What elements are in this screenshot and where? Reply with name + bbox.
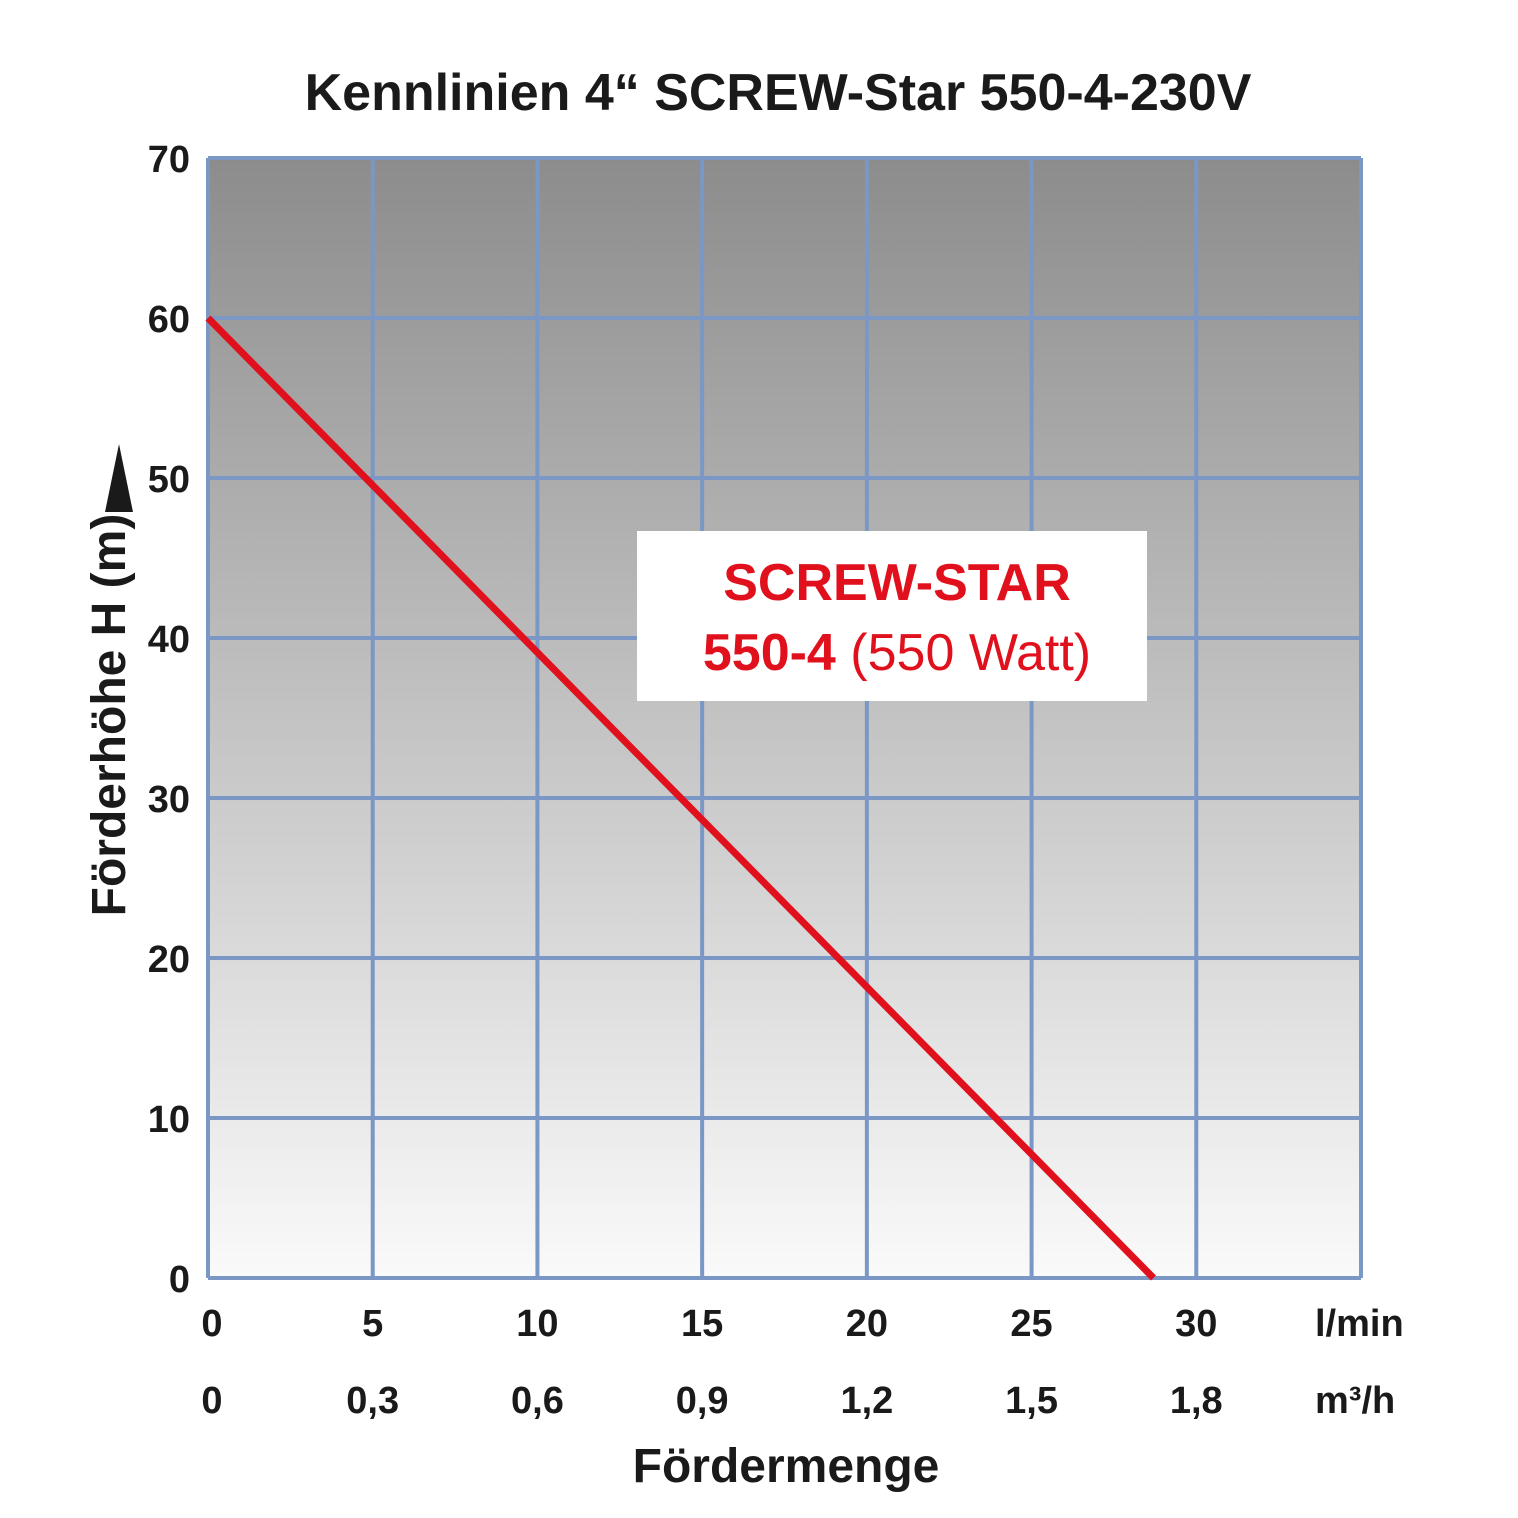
y-tick-label: 20 [148,939,190,981]
annotation-model: 550-4 [703,624,836,682]
x-tick-label-secondary: 1,8 [1170,1380,1223,1422]
annotation-box [637,531,1147,701]
annotation-power: (550 Watt) [836,624,1091,682]
y-axis-arrow-icon [105,444,133,512]
y-axis-label: Förderhöhe H (m) [83,514,136,917]
y-tick-label: 30 [148,779,190,821]
y-tick-label: 50 [148,459,190,501]
plot-background [208,158,1361,1278]
x-unit-primary: l/min [1315,1303,1404,1345]
y-tick-label: 0 [169,1259,190,1301]
y-tick-label: 70 [148,139,190,181]
annotation-line2: 550-4 (550 Watt) [703,624,1091,682]
y-tick-label: 10 [148,1099,190,1141]
y-tick-label: 40 [148,619,190,661]
x-tick-label-secondary: 1,2 [840,1380,893,1422]
x-tick-label-secondary: 0,6 [511,1380,564,1422]
annotation-line1: SCREW-STAR [723,554,1071,612]
x-tick-label-secondary: 1,5 [1005,1380,1058,1422]
y-tick-label: 60 [148,299,190,341]
x-tick-label-secondary: 0,3 [346,1380,399,1422]
chart-title: Kennlinien 4“ SCREW-Star 550-4-230V [305,64,1252,122]
x-tick-labels-primary: 0 5 10 15 20 25 30 [201,1303,1217,1345]
x-tick-label-secondary: 0 [201,1380,222,1422]
x-unit-secondary: m³/h [1315,1380,1395,1422]
x-axis-label: Fördermenge [633,1440,940,1493]
x-tick-label: 5 [362,1303,383,1345]
x-tick-label-secondary: 0,9 [676,1380,729,1422]
series-group [205,315,1156,1281]
x-tick-label: 25 [1010,1303,1052,1345]
x-tick-label: 30 [1175,1303,1217,1345]
x-tick-label: 0 [201,1303,222,1345]
series-line [205,315,1156,1281]
x-tick-labels-secondary: 0 0,3 0,6 0,9 1,2 1,5 1,8 [201,1380,1222,1422]
y-tick-labels: 0 10 20 30 40 50 60 70 [148,139,190,1301]
x-tick-label: 10 [516,1303,558,1345]
x-tick-label: 15 [681,1303,723,1345]
x-tick-label: 20 [846,1303,888,1345]
